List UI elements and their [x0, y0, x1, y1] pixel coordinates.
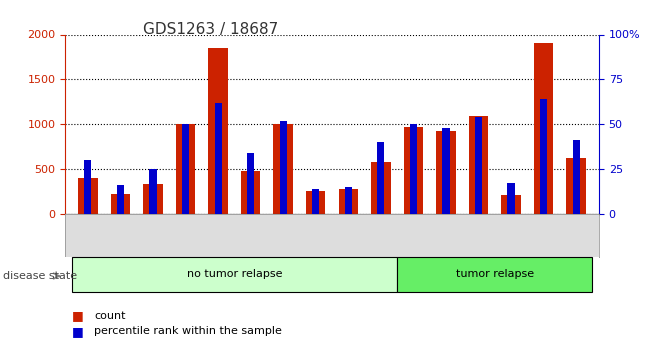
Bar	[339, 189, 358, 214]
Bar	[143, 184, 163, 214]
Bar	[573, 140, 580, 214]
Text: GDS1263 / 18687: GDS1263 / 18687	[143, 22, 279, 37]
Bar	[117, 185, 124, 214]
Bar	[475, 117, 482, 214]
Bar	[241, 171, 260, 214]
Bar	[182, 124, 189, 214]
Bar	[111, 194, 130, 214]
Bar	[215, 103, 221, 214]
Bar	[344, 187, 352, 214]
Bar	[149, 169, 156, 214]
Bar	[312, 189, 319, 214]
Text: count: count	[94, 311, 126, 321]
Bar	[273, 124, 293, 214]
Bar	[78, 178, 98, 214]
Bar	[85, 160, 91, 214]
Text: ■: ■	[72, 309, 83, 322]
Bar	[371, 162, 391, 214]
Bar	[410, 124, 417, 214]
Text: no tumor relapse: no tumor relapse	[187, 269, 282, 279]
Bar	[279, 121, 286, 214]
Bar	[443, 128, 449, 214]
Bar	[176, 124, 195, 214]
Bar	[208, 48, 228, 214]
Bar	[306, 190, 326, 214]
Bar	[397, 257, 592, 292]
Bar	[378, 142, 384, 214]
Bar	[534, 43, 553, 214]
Bar	[404, 127, 423, 214]
Text: ■: ■	[72, 325, 83, 338]
Bar	[72, 257, 397, 292]
Bar	[566, 158, 586, 214]
Bar	[540, 99, 547, 214]
Text: tumor relapse: tumor relapse	[456, 269, 534, 279]
Text: disease state: disease state	[3, 271, 77, 281]
Bar	[247, 153, 254, 214]
Bar	[508, 184, 514, 214]
Bar	[436, 131, 456, 214]
Bar	[469, 116, 488, 214]
Text: percentile rank within the sample: percentile rank within the sample	[94, 326, 283, 336]
Bar	[501, 195, 521, 214]
